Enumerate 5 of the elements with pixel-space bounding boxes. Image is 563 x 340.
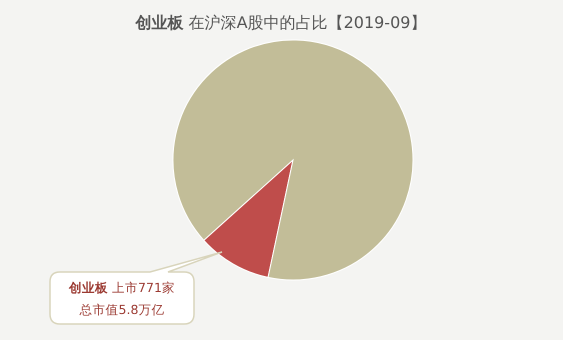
text: 创业板 上市771家	[68, 280, 175, 295]
pie-slice	[172, 40, 414, 280]
text: 总市值5.8万亿	[78, 302, 164, 317]
chart-title: 创业板 在沪深A股中的占比【2019-09】	[134, 13, 426, 32]
pie-slice	[203, 160, 294, 278]
